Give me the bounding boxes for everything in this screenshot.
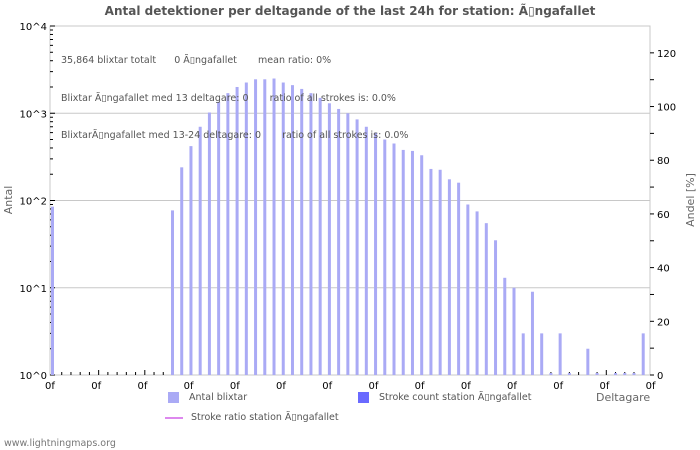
bar [346, 113, 350, 375]
bar [484, 223, 488, 375]
x-tick-label: 0f [415, 381, 425, 392]
bar [364, 126, 368, 375]
bar [392, 143, 396, 375]
y2-tick-label: 20 [657, 317, 670, 328]
bar [420, 155, 424, 375]
footer-link[interactable]: www.lightningmaps.org [4, 438, 116, 449]
y2-tick-label: 0 [657, 371, 663, 382]
bar [254, 79, 258, 375]
bar [207, 112, 211, 375]
x-tick-label: 0f [322, 381, 332, 392]
bar [51, 206, 54, 375]
bar [595, 373, 599, 375]
x-tick-label: 0f [91, 381, 101, 392]
bar [632, 373, 636, 375]
y2-tick-label: 60 [657, 210, 670, 221]
bar [189, 146, 193, 375]
bar [374, 132, 378, 375]
bar [586, 348, 590, 375]
bar [198, 126, 202, 375]
bar [300, 88, 304, 376]
bar [170, 210, 174, 375]
bar [235, 86, 239, 375]
y2-tick-label: 100 [657, 103, 676, 114]
bar [410, 150, 414, 375]
x-tick-label: 0f [276, 381, 286, 392]
bar [521, 333, 525, 375]
chart-title: Antal detektioner per deltagande of the … [104, 4, 596, 18]
y2-axis-label: Andel [%] [684, 173, 697, 227]
bar [217, 101, 221, 375]
bar [244, 82, 248, 376]
y2-tick-label: 120 [657, 49, 676, 60]
x-tick-label: 0f [599, 381, 609, 392]
summary-info: 35,864 blixtar totalt 0 Ã▯ngafallet mean… [61, 30, 408, 155]
bar [272, 78, 276, 376]
x-tick-label: 0f [553, 381, 563, 392]
bar [512, 287, 516, 375]
bar [309, 93, 313, 375]
y-tick-label: 10^2 [20, 197, 47, 208]
bar [438, 169, 442, 375]
bar [263, 79, 267, 375]
legend-item-antal: Antal blixtar [168, 392, 247, 403]
x-axis-label: Deltagare [596, 391, 651, 404]
y-tick-label: 10^3 [20, 109, 47, 120]
bar [567, 373, 571, 375]
x-tick-label: 0f [137, 381, 147, 392]
summary-line-13: Blixtar Ã▯ngafallet med 13 deltagare: 0 … [61, 92, 396, 104]
stroke-count-swatch-icon [358, 392, 369, 403]
summary-line-13-24: BlixtarÃ▯ngafallet med 13-24 deltagare: … [61, 130, 409, 141]
bar [327, 103, 331, 375]
bar [503, 277, 507, 375]
bar [180, 167, 184, 375]
bar [614, 373, 618, 375]
y2-tick-label: 40 [657, 264, 670, 275]
x-tick-label: 0f [461, 381, 471, 392]
stroke-ratio-line-icon [165, 416, 183, 419]
bar [447, 179, 451, 375]
y-tick-label: 10^0 [20, 371, 47, 382]
x-tick-label: 0f [230, 381, 240, 392]
x-tick-label: 0f [507, 381, 517, 392]
x-tick-label: 0f [45, 381, 55, 392]
bar [494, 240, 498, 375]
x-tick-label: 0f [646, 381, 656, 392]
summary-line-total: 35,864 blixtar totalt 0 Ã▯ngafallet mean… [61, 55, 332, 66]
bar [226, 93, 230, 375]
bar [530, 291, 534, 375]
bar [401, 149, 405, 375]
y2-tick-label: 80 [657, 156, 670, 167]
bar [337, 108, 341, 376]
bar [558, 333, 562, 375]
bar [281, 82, 285, 376]
bar [429, 168, 433, 375]
x-tick-label: 0f [368, 381, 378, 392]
y-tick-label: 10^1 [20, 284, 47, 295]
bar [475, 211, 479, 375]
bar [383, 139, 387, 375]
x-tick-label: 0f [184, 381, 194, 392]
bar [457, 182, 461, 375]
legend-item-stroke-count: Stroke count station Ã▯ngafallet [358, 392, 531, 403]
bar [641, 333, 645, 375]
legend-item-stroke-ratio: Stroke ratio station Ã▯ngafallet [165, 412, 339, 423]
y-axis-label: Antal [2, 186, 15, 215]
antal-swatch-icon [168, 392, 179, 403]
bar [290, 85, 294, 376]
bar [318, 97, 322, 375]
bar [355, 119, 359, 375]
y-tick-label: 10^4 [20, 22, 47, 33]
bar [540, 333, 544, 375]
bar [623, 373, 627, 375]
bar [466, 204, 470, 375]
bar [549, 373, 553, 375]
